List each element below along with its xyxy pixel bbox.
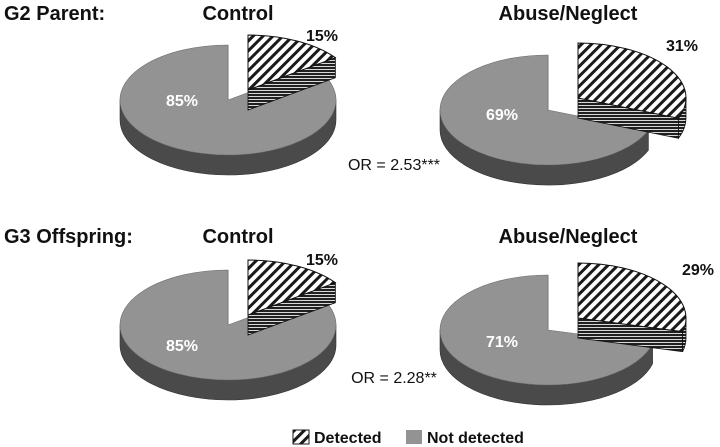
row-label-g3-offspring: G3 Offspring: [4,226,133,248]
legend-label-detected: Detected [314,430,382,447]
pct-label-detected-g2-abuse-neglect: 31% [666,38,698,55]
pie-slice-detected-g2-control [247,34,337,91]
pct-label-detected-g2-control: 15% [306,28,338,45]
pie-slice-detected-g3-abuse-neglect [577,262,687,333]
chart-title-g2-abuse-neglect: Abuse/Neglect [499,3,638,25]
pct-label-detected-g3-control: 15% [306,252,338,269]
pie-chart-g2-control [119,34,337,176]
pie-slice-detected-g3-control [247,259,337,316]
pie-chart-g3-control [119,259,337,401]
pie-chart-g2-abuse-neglect [439,42,687,186]
chart-title-g3-abuse-neglect: Abuse/Neglect [499,226,638,248]
legend: Detected Not detected [292,429,524,447]
pie-slice-not-detected-g2-abuse-neglect [439,54,649,166]
pie-slice-not-detected-g3-abuse-neglect [439,274,654,386]
legend-swatch-detected [292,429,310,445]
pct-label-detected-g3-abuse-neglect: 29% [682,262,714,279]
legend-swatch-not-detected [406,430,422,444]
row-label-g2-parent: G2 Parent: [4,3,105,25]
pct-label-not-detected-g2-abuse-neglect: 69% [486,107,518,124]
odds-ratio-g3: OR = 2.28** [351,370,437,387]
odds-ratio-g2: OR = 2.53*** [348,157,440,174]
chart-title-g2-control: Control [202,3,273,25]
pie-slice-not-detected-g3-control [119,269,337,381]
pct-label-not-detected-g3-abuse-neglect: 71% [486,334,518,351]
pie-slice-detected-g2-abuse-neglect [577,42,687,119]
chart-title-g3-control: Control [202,226,273,248]
pct-label-not-detected-g3-control: 85% [166,338,198,355]
pct-label-not-detected-g2-control: 85% [166,93,198,110]
pie-chart-g3-abuse-neglect [439,262,687,406]
legend-label-not-detected: Not detected [427,430,524,447]
pie-slice-not-detected-g2-control [119,44,337,156]
